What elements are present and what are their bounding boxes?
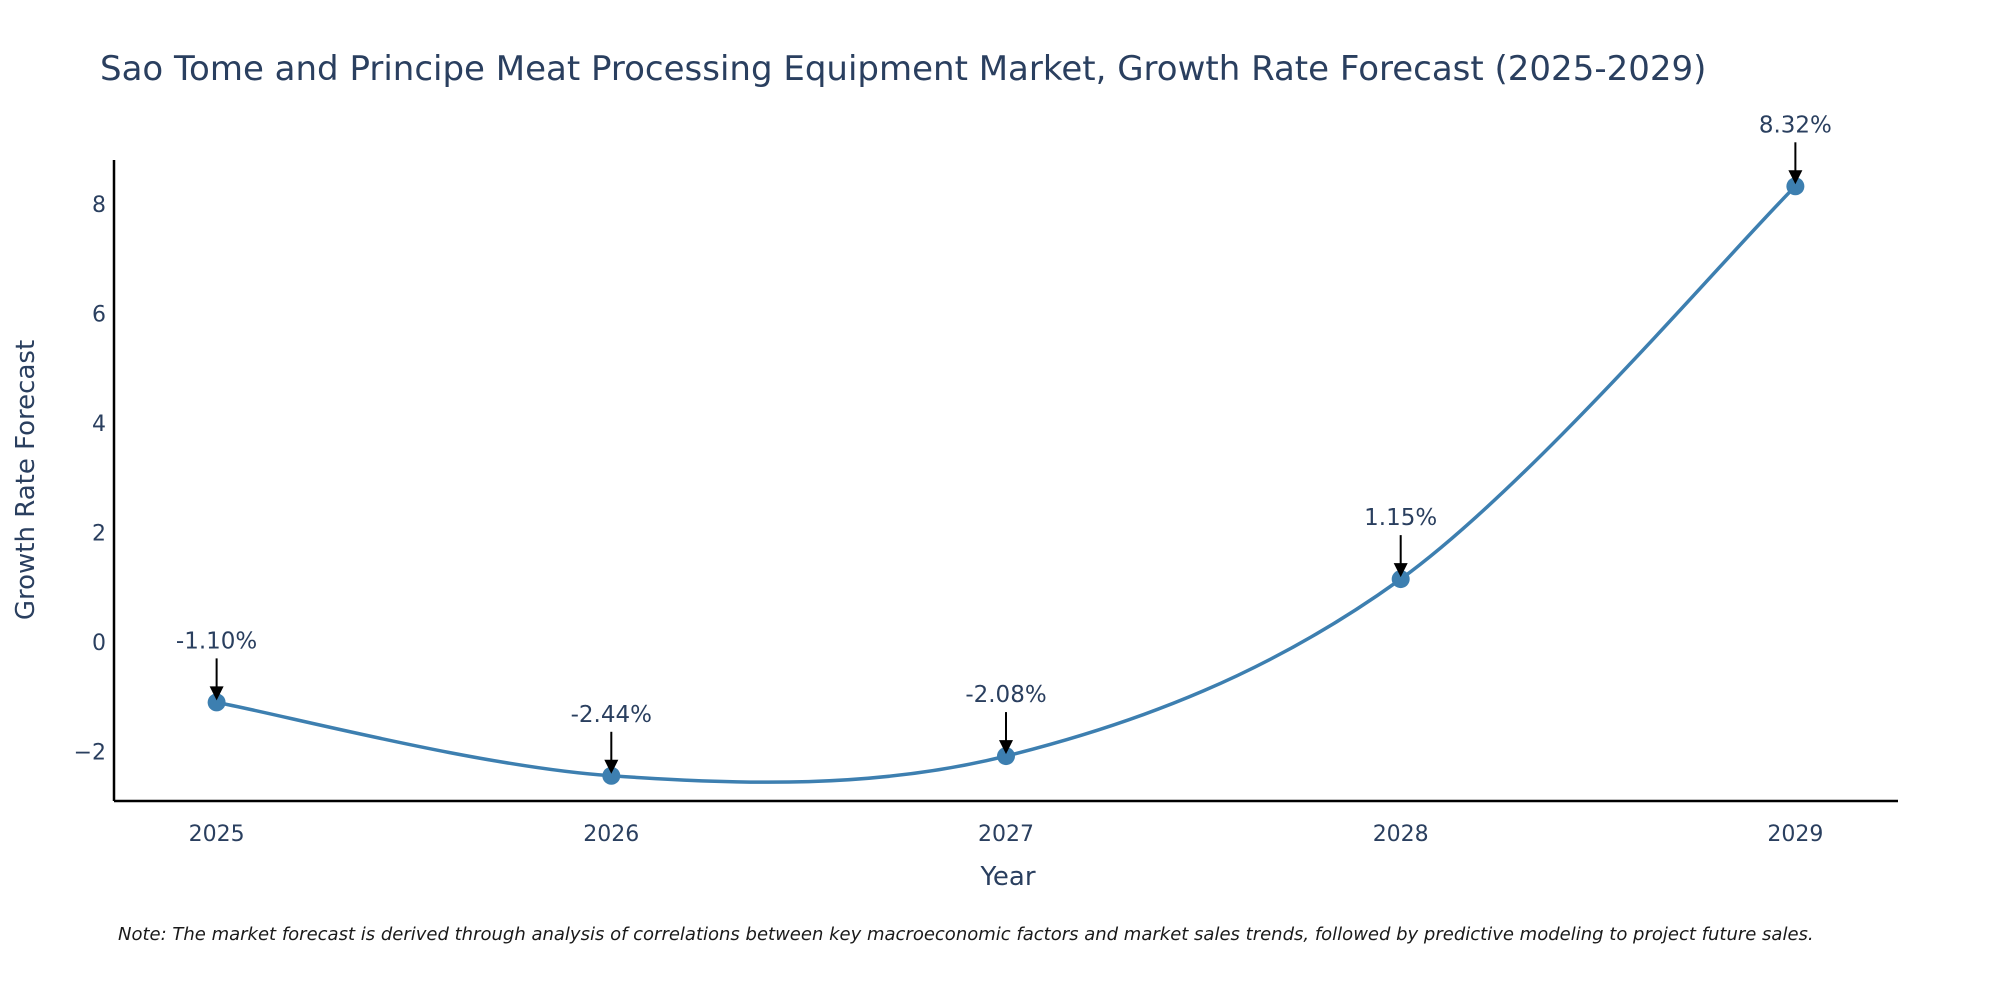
x-tick-label: 2025 xyxy=(189,822,245,847)
annotation-arrow-head xyxy=(1393,563,1408,578)
data-point xyxy=(997,747,1015,766)
chart-title: Sao Tome and Principe Meat Processing Eq… xyxy=(100,49,1706,89)
data-point xyxy=(602,766,621,785)
data-label: -1.10% xyxy=(176,628,257,654)
annotation-arrow-head xyxy=(999,740,1013,755)
y-tick-label: 4 xyxy=(92,412,106,437)
forecast-note: Note: The market forecast is derived thr… xyxy=(118,924,1814,945)
x-axis-title: Year xyxy=(979,862,1035,892)
data-point xyxy=(207,693,226,712)
x-tick-label: 2026 xyxy=(583,822,639,847)
data-label: -2.44% xyxy=(571,702,652,728)
y-tick-label: 0 xyxy=(92,631,106,656)
annotation-arrow-head xyxy=(1788,170,1803,185)
plot-area: −2 0 2 4 6 8 2025 2026 2027 2028 2029 -1.10% -2.44% -… xyxy=(74,112,1898,847)
y-axis-title: Growth Rate Forecast xyxy=(11,340,41,620)
y-tick-label: 6 xyxy=(92,302,106,327)
data-point xyxy=(1391,570,1410,589)
data-point xyxy=(1786,177,1805,196)
data-label: -2.08% xyxy=(965,682,1046,708)
y-tick-label: 2 xyxy=(92,522,106,547)
series-line xyxy=(214,184,1798,784)
x-tick-label: 2027 xyxy=(978,822,1034,847)
y-tick-label: −2 xyxy=(74,741,106,766)
annotation-arrow-head xyxy=(604,759,619,774)
data-label: 1.15% xyxy=(1364,505,1437,531)
y-tick-label: 8 xyxy=(92,193,106,218)
annotation-arrow-head xyxy=(209,686,224,701)
data-label: 8.32% xyxy=(1759,112,1832,138)
x-tick-label: 2028 xyxy=(1373,822,1429,847)
x-tick-label: 2029 xyxy=(1767,822,1823,847)
